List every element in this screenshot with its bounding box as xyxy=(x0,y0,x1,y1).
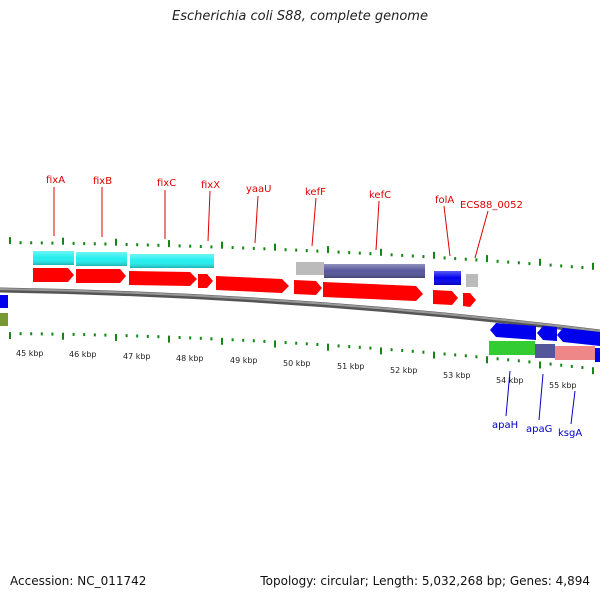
cds-arrow-fixA xyxy=(33,268,74,282)
accession-text: Accession: NC_011742 xyxy=(10,574,147,588)
ruler-label: 47 kbp xyxy=(123,352,151,361)
ruler-label: 48 kbp xyxy=(176,354,204,363)
gene-label-fixB: fixB xyxy=(93,176,112,187)
ruler-label: 49 kbp xyxy=(230,356,258,365)
cds-arrow-apaG xyxy=(537,326,557,341)
cog-bar-ECS88-0052 xyxy=(466,274,478,287)
cog-bar-ksgA xyxy=(555,346,595,360)
ruler-label: 51 kbp xyxy=(337,362,365,371)
cog-bar-edge xyxy=(595,348,600,362)
cds-arrow-yaaU xyxy=(216,276,289,293)
genome-backbone xyxy=(0,287,600,335)
lower-tick-ring xyxy=(9,332,594,375)
gene-label-ksgA: ksgA xyxy=(558,428,582,439)
cds-arrow-kefC xyxy=(323,282,423,301)
ruler-label: 54 kbp xyxy=(496,376,524,385)
cds-arrow-fixB xyxy=(76,269,126,283)
cog-edge-olive xyxy=(0,313,8,326)
gene-label-folA: folA xyxy=(435,195,454,206)
cds-arrow-kefF xyxy=(294,280,322,295)
gene-label-fixA: fixA xyxy=(46,175,65,186)
cds-arrow-folA xyxy=(433,290,458,305)
ruler-label: 46 kbp xyxy=(69,350,97,359)
ruler-label: 50 kbp xyxy=(283,359,311,368)
cds-arrow-fixC xyxy=(129,271,197,286)
ruler-label: 53 kbp xyxy=(443,371,471,380)
cds-track-lower xyxy=(490,323,600,346)
cds-arrow-ECS88-0052 xyxy=(463,293,476,307)
gene-label-kefF: kefF xyxy=(305,187,326,198)
gene-labels-bottom: apaH apaG ksgA xyxy=(492,370,582,439)
cog-bar-apaH xyxy=(489,341,535,355)
gene-label-ECS88-0052: ECS88_0052 xyxy=(460,200,523,211)
ruler-label: 55 kbp xyxy=(549,381,577,390)
cds-edge-blue xyxy=(0,295,8,308)
cog-bar-apaG xyxy=(535,344,555,358)
gene-label-fixX: fixX xyxy=(201,180,220,191)
cds-arrow-fixX xyxy=(198,274,213,288)
gene-labels-top: fixA fixB fixC fixX yaaU kefF kefC folA … xyxy=(46,175,523,259)
cds-track-upper xyxy=(33,268,476,307)
gene-label-kefC: kefC xyxy=(369,190,391,201)
ruler-label: 52 kbp xyxy=(390,366,418,375)
map-title: Escherichia coli S88, complete genome xyxy=(172,9,428,24)
cog-track-lower xyxy=(489,341,600,362)
gene-label-apaH: apaH xyxy=(492,420,518,431)
cds-arrow-ksgA xyxy=(557,328,600,346)
kbp-ruler: 45 kbp 46 kbp 47 kbp 48 kbp 49 kbp 50 kb… xyxy=(16,349,577,390)
cds-arrow-apaH xyxy=(490,323,536,340)
left-edge-features xyxy=(0,295,8,326)
upper-tick-ring xyxy=(9,237,594,270)
gene-label-apaG: apaG xyxy=(526,424,552,435)
ruler-label: 45 kbp xyxy=(16,349,44,358)
genome-summary-text: Topology: circular; Length: 5,032,268 bp… xyxy=(260,574,590,588)
gene-label-yaaU: yaaU xyxy=(246,184,272,195)
cog-track-upper xyxy=(33,251,478,287)
gene-label-fixC: fixC xyxy=(157,178,176,189)
cog-bar-yaaU-gap xyxy=(296,262,324,275)
